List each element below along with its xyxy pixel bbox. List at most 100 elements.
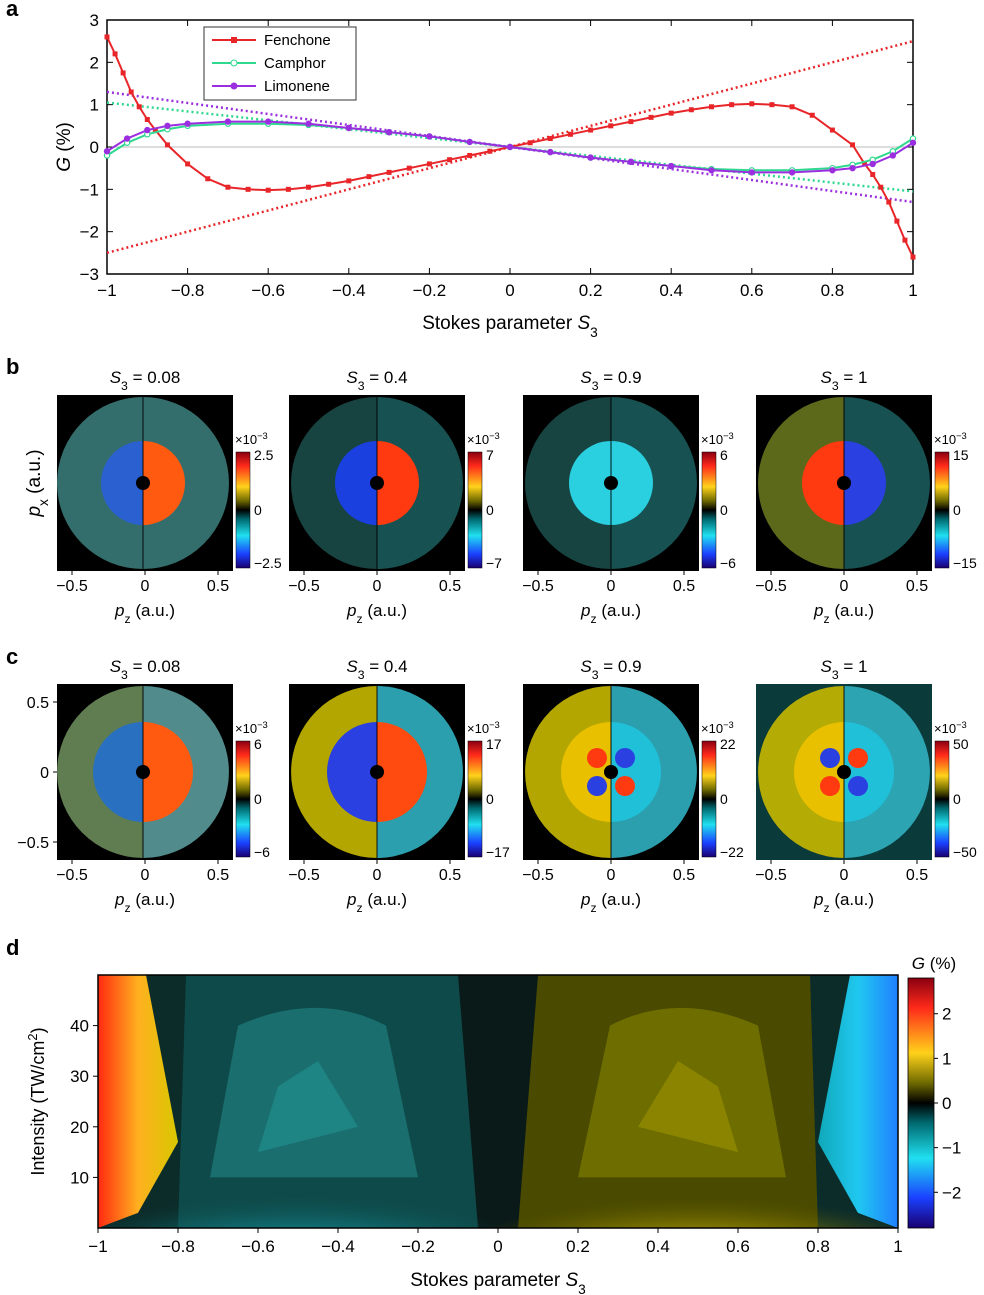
- lobe-spot: [820, 776, 840, 796]
- data-point: [386, 169, 392, 175]
- data-point: [628, 119, 634, 125]
- colorbar: [467, 451, 483, 569]
- data-point: [104, 34, 110, 40]
- colorbar: [235, 740, 251, 858]
- x-axis-label: pz (a.u.): [114, 601, 175, 626]
- data-point: [886, 199, 892, 205]
- x-tick-label: 0.2: [566, 1237, 590, 1256]
- x-tick-label: 0.5: [906, 867, 928, 884]
- momentum-map: [523, 684, 699, 860]
- legend-label: Fenchone: [264, 32, 331, 49]
- map-title: S3 = 0.9: [580, 368, 641, 393]
- x-tick-label: 0.8: [806, 1237, 830, 1256]
- y-axis-label: G (%): [54, 122, 75, 172]
- colorbar-mid: 0: [486, 791, 494, 807]
- colorbar-min: −6: [720, 555, 736, 571]
- colorbar-mid: 0: [720, 791, 728, 807]
- x-tick-label: 0.5: [673, 578, 695, 595]
- data-point: [627, 158, 635, 166]
- data-point: [426, 133, 433, 140]
- colorbar-exponent: ×10−3: [701, 431, 734, 447]
- colorbar-tick-label: −1: [942, 1139, 961, 1158]
- data-point: [506, 143, 514, 151]
- x-tick-label: 0.5: [673, 867, 695, 884]
- inner-lobe-left: [93, 722, 143, 822]
- y-tick-label: 40: [70, 1017, 89, 1036]
- panel-d-contour-map: −1 −0.8 −0.6 −0.4 −0.2 0 0.2 0.4 0.6 0.8 140302010…: [25, 954, 962, 1295]
- legend-label: Limonene: [264, 78, 330, 95]
- colorbar: [701, 451, 717, 569]
- x-tick-label: −0.2: [401, 1237, 435, 1256]
- colorbar-min: −50: [953, 844, 977, 860]
- contour-area: [98, 975, 898, 1228]
- data-point: [809, 112, 815, 118]
- colorbar-tick-label: 1: [942, 1049, 951, 1068]
- data-point: [225, 184, 231, 190]
- momentum-map: [57, 395, 233, 571]
- y-tick-label: 1: [90, 96, 99, 115]
- data-point: [829, 127, 835, 133]
- data-point: [265, 187, 271, 193]
- y-axis-label: Intensity (TW/cm2): [25, 1027, 49, 1175]
- x-tick-label: 0.6: [726, 1237, 750, 1256]
- x-tick-label: −0.5: [522, 578, 554, 595]
- data-point: [668, 162, 675, 170]
- x-tick-label: −0.5: [522, 867, 554, 884]
- x-axis-label: pz (a.u.): [813, 890, 874, 915]
- x-axis-label: pz (a.u.): [114, 890, 175, 915]
- colorbar: [934, 451, 950, 569]
- x-tick-label: −0.2: [413, 281, 447, 300]
- colorbar-mid: 0: [953, 791, 961, 807]
- data-point: [909, 139, 917, 146]
- data-point: [103, 148, 111, 155]
- legend-label: Camphor: [264, 55, 326, 72]
- data-point: [748, 169, 756, 176]
- lobe-spot: [587, 748, 607, 768]
- inner-lobe-left: [569, 441, 611, 525]
- data-point: [466, 138, 473, 146]
- lobe-spot: [848, 776, 868, 796]
- data-point: [164, 122, 171, 130]
- contour-left-edge: [98, 975, 178, 1228]
- outer-ring-tint: [758, 397, 844, 569]
- x-tick-label: 0: [373, 867, 382, 884]
- y-tick-label: −3: [80, 265, 99, 284]
- panel-c-momentum-maps: S3 = 0.08−0.5 0 0.5pz (a.u.)×10−360−6S3 = …: [17, 657, 977, 915]
- data-point: [426, 161, 432, 167]
- data-point: [306, 184, 311, 190]
- outer-ring-left: [291, 397, 377, 569]
- colorbar-exponent: ×10−3: [934, 431, 967, 447]
- panel-b-momentum-maps: S3 = 0.08−0.5 0 0.5pz (a.u.)×10−32.50−2.5S…: [24, 368, 977, 626]
- inner-lobe-right: [377, 722, 427, 822]
- x-axis-label: pz (a.u.): [580, 890, 641, 915]
- map-title: S3 = 0.08: [110, 368, 181, 393]
- colorbar-tick-label: 0: [942, 1094, 951, 1113]
- x-tick-label: 0.2: [579, 281, 603, 300]
- y-axis-label: px (a.u.): [24, 449, 51, 517]
- data-point: [870, 172, 876, 178]
- x-tick-label: 0.5: [207, 578, 229, 595]
- x-tick-label: 0: [493, 1237, 502, 1256]
- data-point: [749, 101, 755, 107]
- data-point: [447, 157, 453, 163]
- colorbar: [701, 740, 717, 858]
- x-axis-label: Stokes parameter S3: [410, 1270, 586, 1295]
- contour-yellow-core: [638, 1061, 738, 1153]
- data-point: [849, 164, 856, 172]
- outer-ring-right: [844, 397, 930, 569]
- colorbar-max: 22: [720, 736, 736, 752]
- colorbar-mid: 0: [953, 502, 961, 518]
- lobe-spot: [615, 748, 635, 768]
- colorbar: [934, 740, 950, 858]
- map-title: S3 = 1: [821, 368, 868, 393]
- data-point: [120, 70, 126, 76]
- colorbar-min: −22: [720, 844, 744, 860]
- x-tick-label: 0.4: [659, 281, 683, 300]
- lobe-spot: [615, 776, 635, 796]
- inner-lobe-left: [802, 441, 844, 525]
- data-point: [326, 181, 332, 187]
- data-point: [829, 167, 836, 174]
- colorbar-max: 17: [486, 736, 502, 752]
- data-point: [366, 174, 372, 180]
- inner-lobe-right: [611, 722, 661, 822]
